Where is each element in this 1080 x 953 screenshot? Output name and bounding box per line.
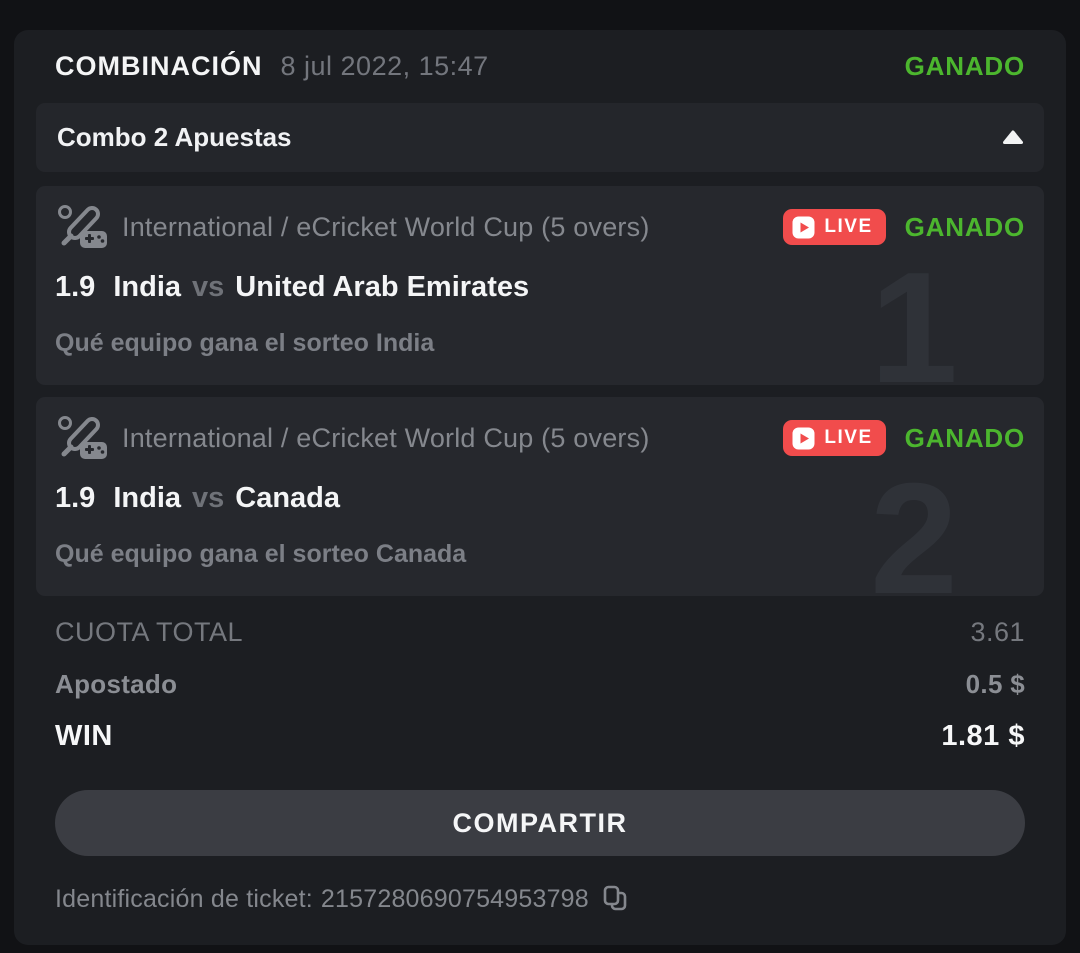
team-away: Canada [235,482,341,514]
leg-status-badge: GANADO [904,422,1025,453]
stake-label: Apostado [55,668,178,699]
bet-selection-line: 1.9 India vs Canada [55,479,1025,517]
ecricket-icon [55,414,109,462]
vs-label: vs [192,271,225,303]
bet-selection-line: 1.9 India vs United Arab Emirates [55,268,1025,306]
ticket-id-value: 2157280690754953798 [320,884,589,913]
totals-section: CUOTA TOTAL 3.61 Apostado 0.5 $ WIN 1.81… [36,606,1044,762]
bet-leg-card-2: 2 International / eCricket World Cup (5 … [36,397,1044,596]
total-odds-value: 3.61 [970,616,1025,647]
bet-leg-top-row: International / eCricket World Cup (5 ov… [55,415,1025,461]
bet-datetime: 8 jul 2022, 15:47 [280,50,489,81]
team-home: India [113,482,181,514]
team-home: India [113,271,181,303]
win-label: WIN [55,719,113,752]
ecricket-icon [55,203,109,251]
win-row: WIN 1.81 $ [55,710,1025,762]
combo-label: Combo 2 Apuestas [57,122,292,152]
stake-value: 0.5 $ [965,668,1025,699]
total-odds-row: CUOTA TOTAL 3.61 [55,606,1025,658]
live-badge: LIVE [783,420,886,456]
bet-leg-card-1: 1 International / eCricket World Cup (5 … [36,186,1044,385]
ticket-header: COMBINACIÓN 8 jul 2022, 15:47 GANADO [36,36,1044,96]
bet-type-label: COMBINACIÓN [55,50,263,81]
bet-leg-top-row: International / eCricket World Cup (5 ov… [55,204,1025,250]
vs-label: vs [192,482,225,514]
live-label: LIVE [824,216,873,237]
ticket-status-badge: GANADO [904,50,1025,81]
live-badge: LIVE [783,209,886,245]
copy-ticket-id-button[interactable] [601,884,629,914]
live-label: LIVE [824,427,873,448]
leg-status-badge: GANADO [904,211,1025,242]
odds-value: 1.9 [55,482,96,514]
team-away: United Arab Emirates [235,271,530,303]
total-odds-label: CUOTA TOTAL [55,616,244,647]
copy-icon [601,884,629,914]
share-button[interactable]: COMPARTIR [55,790,1025,856]
market-label: Qué equipo gana el sorteo Canada [55,540,467,568]
odds-value: 1.9 [55,271,96,303]
win-value: 1.81 $ [941,719,1025,752]
stake-row: Apostado 0.5 $ [55,658,1025,710]
bet-ticket-panel: COMBINACIÓN 8 jul 2022, 15:47 GANADO Com… [14,30,1066,945]
combo-accordion-header[interactable]: Combo 2 Apuestas [36,103,1044,172]
play-icon [792,427,815,450]
ticket-id-label: Identificación de ticket: [55,884,313,913]
ticket-id-row: Identificación de ticket: 21572806907549… [55,882,1025,916]
league-label: International / eCricket World Cup (5 ov… [122,422,650,453]
market-label: Qué equipo gana el sorteo India [55,329,435,357]
play-icon [792,216,815,239]
collapse-triangle-icon [1003,130,1023,145]
league-label: International / eCricket World Cup (5 ov… [122,211,650,242]
